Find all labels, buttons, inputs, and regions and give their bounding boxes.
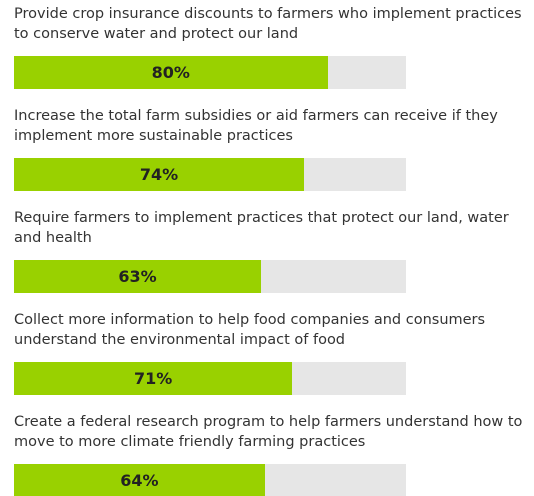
category-label: Collect more information to help food co… <box>14 312 486 348</box>
value-label: 80% <box>151 63 190 82</box>
bar-track: 80% <box>14 56 406 89</box>
bar <box>14 56 328 89</box>
category-label: Create a federal research program to hel… <box>14 414 523 450</box>
category-label: Require farmers to implement practices t… <box>14 210 509 246</box>
bar <box>14 260 261 293</box>
bar <box>14 362 293 395</box>
bar <box>14 464 265 496</box>
bar-track: 74% <box>14 158 406 191</box>
bar-track: 63% <box>14 260 406 293</box>
category-label: Increase the total farm subsidies or aid… <box>14 108 498 144</box>
category-label: Provide crop insurance discounts to farm… <box>14 6 522 42</box>
value-label: 64% <box>120 471 159 490</box>
bar-track: 71% <box>14 362 406 395</box>
value-label: 74% <box>139 165 179 184</box>
bar-track: 64% <box>14 464 406 496</box>
bar <box>14 158 305 191</box>
value-label: 71% <box>134 369 173 388</box>
value-label: 63% <box>118 267 157 286</box>
